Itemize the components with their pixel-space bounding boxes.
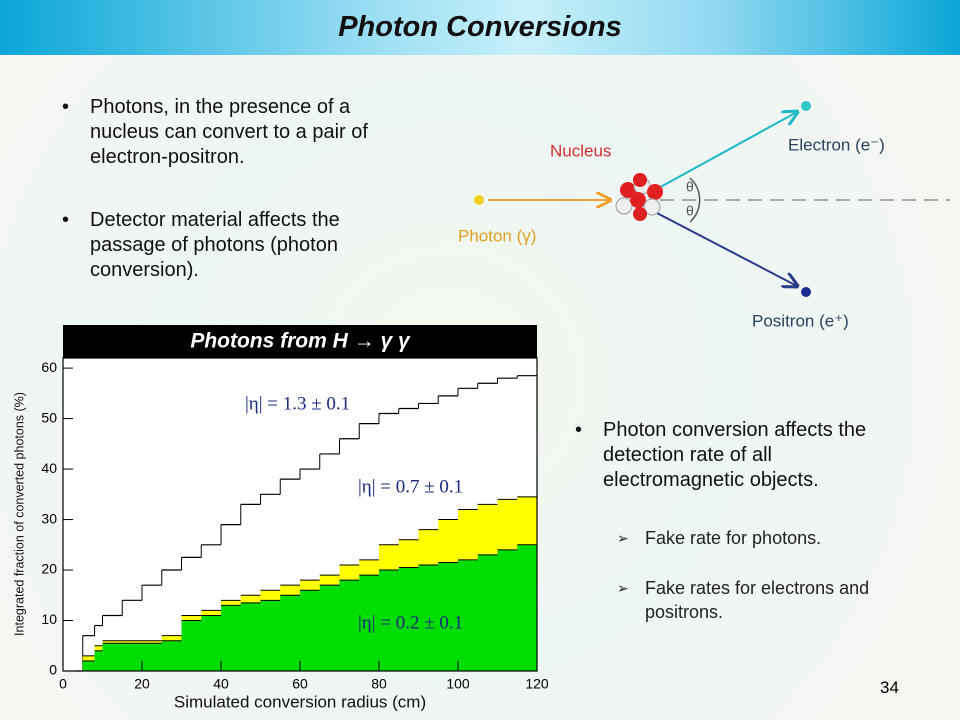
area-bin [438, 562, 459, 671]
area-bin [260, 600, 281, 671]
y-tick-label: 20 [41, 561, 57, 577]
x-tick-label: 20 [134, 676, 150, 692]
bullet: Detector material affects the passage of… [62, 208, 370, 283]
nucleus-label: Nucleus [550, 141, 611, 160]
angle-label: θ [686, 179, 694, 195]
area-bin [82, 660, 95, 671]
x-axis-label: Simulated conversion radius (cm) [174, 692, 426, 711]
series-label: |η| = 0.2 ± 0.1 [358, 612, 463, 633]
area-bin [379, 570, 400, 671]
positron-dot [801, 287, 811, 297]
area-bin [201, 615, 222, 671]
chart: Photons from H → γ γ Simulated conversio… [12, 325, 549, 711]
y-tick-label: 60 [41, 359, 57, 375]
area-bin [94, 650, 103, 671]
area-bin [240, 602, 261, 671]
x-tick-label: 120 [525, 676, 549, 692]
area-bin [161, 640, 182, 671]
x-tick-label: 0 [59, 676, 67, 692]
y-tick-label: 10 [41, 611, 57, 627]
area-bin [477, 554, 498, 671]
area-bin [280, 595, 301, 671]
area-bin [497, 549, 518, 671]
angle-label: θ [686, 203, 694, 219]
area-bin [122, 643, 143, 671]
page-number: 34 [880, 678, 899, 697]
area-bin [458, 559, 479, 671]
photon-dot [474, 195, 484, 205]
x-tick-label: 40 [213, 676, 229, 692]
area-bin [300, 590, 321, 671]
y-tick-label: 40 [41, 460, 57, 476]
sub-bullet: Fake rates for electrons and positrons. [617, 576, 905, 624]
bullet: Photons, in the presence of a nucleus ca… [62, 95, 390, 170]
electron-arrow [654, 112, 797, 191]
y-tick-label: 50 [41, 409, 57, 425]
slide-title: Photon Conversions [338, 11, 622, 43]
area-bin [142, 643, 163, 671]
y-axis-label: Integrated fraction of converted photons… [12, 392, 26, 636]
series-label: |η| = 1.3 ± 0.1 [245, 393, 350, 414]
area-bin [102, 643, 123, 671]
x-tick-label: 80 [371, 676, 387, 692]
y-tick-label: 30 [41, 510, 57, 526]
chart-title-bar [63, 325, 537, 358]
x-tick-label: 60 [292, 676, 308, 692]
area-bin [418, 564, 439, 671]
chart-title: Photons from H → γ γ [190, 330, 411, 353]
series [74, 544, 538, 672]
nucleus [615, 173, 663, 221]
header: Photon Conversions [0, 0, 960, 55]
series-label: |η| = 0.7 ± 0.1 [358, 476, 463, 497]
x-tick-label: 100 [446, 676, 470, 692]
y-tick-label: 0 [49, 662, 57, 678]
sub-bullet: Fake rate for photons. [617, 526, 905, 550]
positron-label: Positron (e⁺) [752, 311, 849, 330]
area-bin [339, 580, 360, 671]
diagram: θ θ Nucleus Photon (γ) Electron (e⁻) Pos… [458, 101, 950, 330]
bullet: Photon conversion affects the detection … [575, 418, 893, 493]
photon-label: Photon (γ) [458, 226, 536, 245]
area-bin [398, 567, 419, 671]
area-bin [221, 605, 242, 671]
area-bin [319, 585, 340, 671]
area-bin [359, 575, 380, 671]
angle-arc [689, 177, 701, 223]
area-bin [517, 544, 538, 671]
electron-label: Electron (e⁻) [788, 135, 885, 154]
area-bin [181, 620, 202, 671]
electron-dot [801, 101, 811, 111]
positron-arrow [654, 211, 797, 286]
